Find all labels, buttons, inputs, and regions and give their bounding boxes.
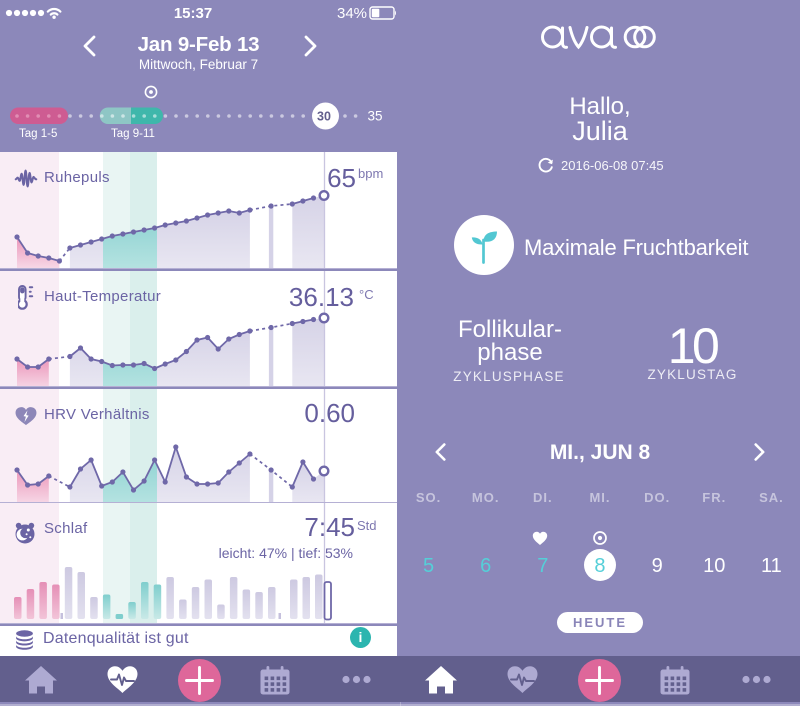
svg-text:Tag 1-5: Tag 1-5	[19, 128, 57, 140]
svg-text:Tag 9-11: Tag 9-11	[111, 128, 155, 140]
svg-text:30: 30	[317, 110, 331, 124]
svg-text:35: 35	[367, 109, 382, 124]
